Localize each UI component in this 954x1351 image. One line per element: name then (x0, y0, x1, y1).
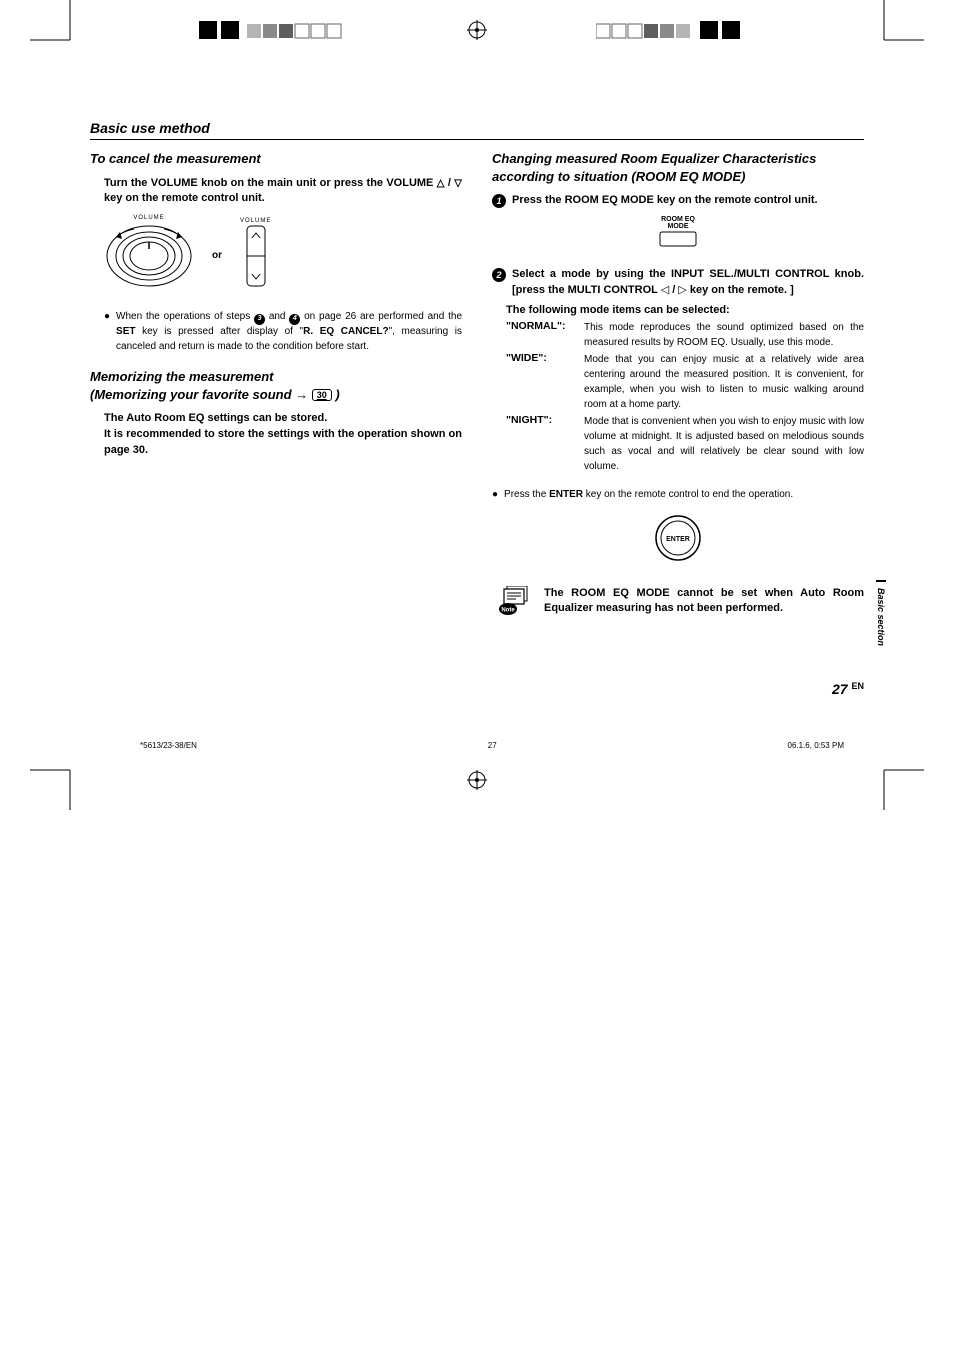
step-1: 1 Press the ROOM EQ MODE key on the remo… (492, 193, 864, 208)
enter-bullet-text: Press the ENTER key on the remote contro… (504, 488, 793, 503)
crop-mark-bottom-left (30, 750, 90, 810)
svg-text:Note: Note (501, 607, 515, 613)
mode-key-normal: "NORMAL": (506, 320, 578, 350)
mode-table: The following mode items can be selected… (492, 304, 864, 474)
mode-row-night: "NIGHT": Mode that is convenient when yo… (506, 414, 864, 474)
note-row: Note The ROOM EQ MODE cannot be set when… (492, 586, 864, 621)
bullet-icon: ● (104, 310, 110, 354)
cancel-note-bullet: ● When the operations of steps 3 and 4 o… (104, 310, 462, 354)
or-label: or (212, 250, 222, 261)
footer-meta: *5613/23-38/EN 27 06.1.6, 0:53 PM (0, 737, 954, 750)
registration-target-icon (467, 770, 487, 790)
crop-mark-top-left (30, 0, 90, 60)
step-number-2-icon: 2 (492, 268, 506, 282)
note-icon: Note (498, 586, 534, 621)
reg-strip-top-left (199, 18, 359, 42)
page-number: 27 EN (90, 681, 864, 697)
volume-rocker-icon: VOLUME (240, 218, 271, 293)
page-ref-30: 30 (312, 389, 332, 402)
mode-table-title: The following mode items can be selected… (506, 304, 864, 316)
step-number-1-icon: 1 (492, 194, 506, 208)
footer-center: 27 (488, 741, 497, 750)
change-heading: Changing measured Room Equalizer Charact… (492, 150, 864, 185)
memorize-body-2: It is recommended to store the settings … (104, 427, 462, 459)
mode-key-night: "NIGHT": (506, 414, 578, 474)
bullet-icon: ● (492, 488, 498, 503)
enter-button-icon: ENTER (492, 513, 864, 568)
note-text: The ROOM EQ MODE cannot be set when Auto… (544, 586, 864, 617)
mode-row-wide: "WIDE": Mode that you can enjoy music at… (506, 352, 864, 412)
mode-key-wide: "WIDE": (506, 352, 578, 412)
registration-marks-bottom (0, 750, 954, 810)
mode-val-normal: This mode reproduces the sound optimized… (584, 320, 864, 350)
section-header: Basic use method (90, 120, 864, 140)
cancel-instruction: Turn the VOLUME knob on the main unit or… (104, 176, 462, 208)
left-column: To cancel the measurement Turn the VOLUM… (90, 150, 462, 621)
step-2-text: Select a mode by using the INPUT SEL./MU… (512, 267, 864, 298)
mode-val-wide: Mode that you can enjoy music at a relat… (584, 352, 864, 412)
volume-knob-icon: VOLUME (104, 215, 194, 296)
registration-marks-top (0, 0, 954, 60)
step-2: 2 Select a mode by using the INPUT SEL./… (492, 267, 864, 298)
svg-text:ENTER: ENTER (666, 536, 690, 543)
footer-left: *5613/23-38/EN (140, 741, 197, 750)
page-content: Basic use method To cancel the measureme… (0, 60, 954, 737)
step-1-text: Press the ROOM EQ MODE key on the remote… (512, 193, 864, 208)
enter-bullet: ● Press the ENTER key on the remote cont… (492, 488, 864, 503)
side-tab-label: Basic section (876, 580, 886, 646)
registration-target-icon (467, 20, 487, 40)
memorize-body-1: The Auto Room EQ settings can be stored. (104, 411, 462, 427)
reg-strip-top-right (596, 18, 756, 42)
mode-val-night: Mode that is convenient when you wish to… (584, 414, 864, 474)
volume-diagram: VOLUME or (104, 207, 462, 310)
right-column: Changing measured Room Equalizer Charact… (492, 150, 864, 621)
mode-row-normal: "NORMAL": This mode reproduces the sound… (506, 320, 864, 350)
memorize-heading: Memorizing the measurement (Memorizing y… (90, 368, 462, 403)
cancel-note-text: When the operations of steps 3 and 4 on … (116, 310, 462, 354)
footer-right: 06.1.6, 0:53 PM (788, 741, 844, 750)
room-eq-mode-button-icon: ROOM EQMODE (492, 216, 864, 255)
cancel-heading: To cancel the measurement (90, 150, 462, 168)
crop-mark-top-right (864, 0, 924, 60)
crop-mark-bottom-right (864, 750, 924, 810)
